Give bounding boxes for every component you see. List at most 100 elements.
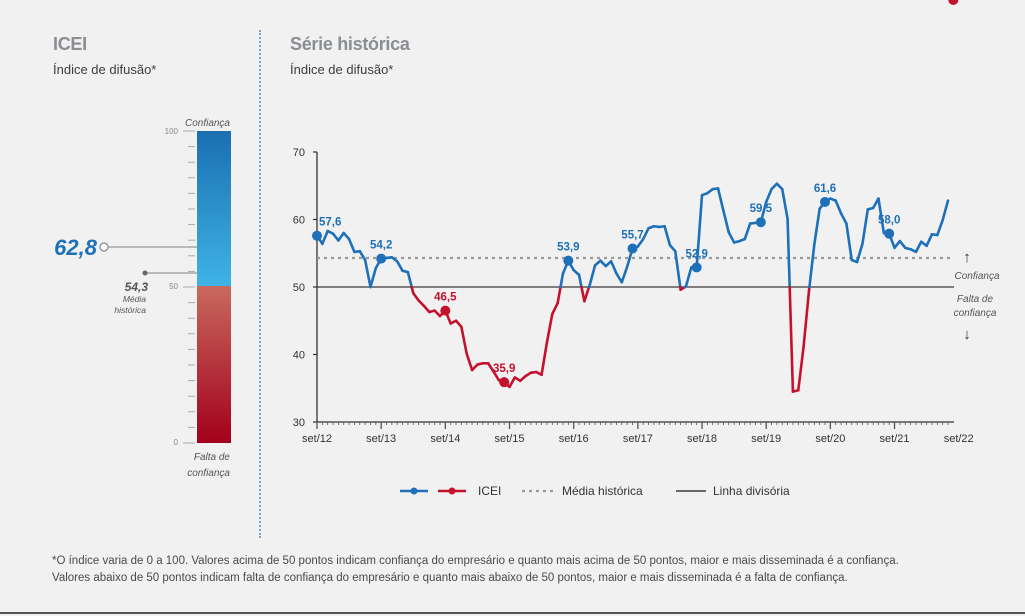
arrow-down-icon: ↓ <box>963 326 971 343</box>
data-point-label: 35,9 <box>493 363 515 375</box>
y-tick-label: 40 <box>293 350 305 362</box>
gauge-mean-caption-1: Média <box>123 294 146 304</box>
y-tick-label: 50 <box>293 282 305 294</box>
series-segment <box>839 212 848 225</box>
series-segment <box>406 270 414 289</box>
data-point-marker <box>820 196 831 207</box>
data-point-label: 58,0 <box>878 215 900 227</box>
chart-subtitle: Índice de difusão* <box>290 62 394 77</box>
gauge-ticks <box>183 130 195 444</box>
gauge-bar-confidence <box>197 131 231 286</box>
arrow-up-icon: ↑ <box>963 249 971 266</box>
footnote: *O índice varia de 0 a 100. Valores acim… <box>52 553 899 587</box>
icei-gauge: 100 50 0 Confiança Falta de confiança 62… <box>54 118 231 479</box>
series-segment <box>877 197 886 235</box>
side-label-lack-2: confiança <box>954 308 997 319</box>
series-segment <box>684 266 693 288</box>
series-segment <box>898 239 907 250</box>
x-tick-label: set/19 <box>751 433 781 445</box>
series-segment <box>620 265 629 284</box>
series-segment <box>559 272 565 289</box>
series-segment <box>834 199 843 215</box>
x-tick-label: set/13 <box>366 433 396 445</box>
footnote-line-1: *O índice varia de 0 a 100. Valores acim… <box>52 555 899 567</box>
series-segment <box>716 187 725 213</box>
data-point-marker <box>499 377 510 388</box>
series-segment <box>358 249 367 262</box>
gauge-bottom-label-1: Falta de <box>194 452 231 463</box>
icei-markers: 57,6 54,2 46,5 35,9 53,9 55,7 52,9 59,5 61,6 58,0… <box>312 0 965 388</box>
legend: ICEI Média histórica Linha divisória <box>400 484 790 498</box>
legend-icei-swatch <box>400 487 466 495</box>
data-point-marker <box>376 253 387 264</box>
series-segment <box>788 285 795 393</box>
series-segment <box>893 239 902 250</box>
side-label-confidence: Confiança <box>954 271 999 282</box>
series-segment <box>802 289 811 348</box>
data-point-label: 61,6 <box>814 183 836 195</box>
series-segment <box>411 291 420 302</box>
series-segment <box>813 207 821 246</box>
series-segment <box>508 376 517 389</box>
gauge-bar-lack-confidence <box>197 286 231 443</box>
series-segment <box>337 231 346 242</box>
series-segment <box>764 187 773 204</box>
x-tick-label: set/20 <box>815 433 845 445</box>
series-segment <box>641 226 650 241</box>
data-point-label: 53,9 <box>557 242 579 254</box>
series-segment <box>786 217 791 289</box>
x-tick-label: set/16 <box>559 433 589 445</box>
data-point-marker <box>755 217 766 228</box>
series-segment <box>460 325 469 356</box>
gauge-mean-label: 54,3 <box>125 280 149 294</box>
x-tick-label: set/17 <box>623 433 653 445</box>
series-segment <box>925 233 934 248</box>
gauge-value-pointer-dot <box>99 242 109 252</box>
data-point-marker <box>440 305 451 316</box>
series-segment <box>914 240 923 254</box>
left-panel-subtitle: Índice de difusão* <box>53 62 157 77</box>
x-tick-label: set/21 <box>880 433 910 445</box>
gauge-tick-0: 0 <box>174 438 179 447</box>
series-segment <box>583 285 591 303</box>
x-tick-label: set/12 <box>302 433 332 445</box>
series-segment <box>615 272 624 284</box>
data-point-label: 46,5 <box>434 292 457 304</box>
series-segment <box>663 224 672 247</box>
gauge-tick-50: 50 <box>169 282 178 291</box>
series-segment <box>861 208 870 246</box>
gauge-top-label: Confiança <box>185 118 230 129</box>
series-segment <box>609 260 618 275</box>
series-segment <box>395 260 404 273</box>
footnote-line-2: Valores abaixo de 50 pontos indicam falt… <box>52 572 848 584</box>
series-segment <box>855 242 864 264</box>
legend-mean-label: Média histórica <box>562 484 643 498</box>
panel-divider <box>259 30 261 538</box>
x-tick-label: set/14 <box>430 433 460 445</box>
data-point-marker <box>884 228 895 239</box>
series-segment <box>695 193 704 269</box>
series-segment <box>722 209 731 234</box>
series-segment <box>941 199 950 222</box>
series-segment <box>540 341 549 377</box>
data-point-marker <box>691 262 702 273</box>
series-segment <box>331 232 340 242</box>
gauge-tick-100: 100 <box>165 127 179 136</box>
series-segment <box>556 285 562 305</box>
series-segment <box>743 222 752 241</box>
data-point-label: 62,8 <box>942 0 965 3</box>
series-segment <box>321 229 329 246</box>
y-tick-label: 30 <box>293 417 305 429</box>
series-segment <box>550 301 559 316</box>
legend-divider-label: Linha divisória <box>713 484 790 498</box>
side-label-lack-1: Falta de <box>957 294 994 305</box>
data-point-marker <box>312 230 322 241</box>
series-segment <box>727 231 736 244</box>
data-point-marker <box>948 0 959 5</box>
series-segment <box>845 222 854 262</box>
x-axis: set/12 set/13 set/14 set/15 set/16 set/17 set/… <box>302 421 974 445</box>
y-tick-label: 60 <box>293 215 305 227</box>
series-segment <box>492 370 501 382</box>
series-segment <box>636 237 645 248</box>
